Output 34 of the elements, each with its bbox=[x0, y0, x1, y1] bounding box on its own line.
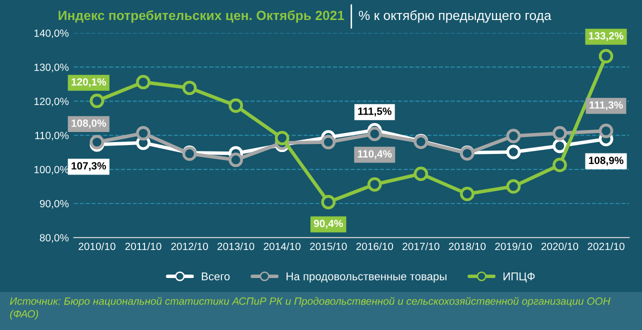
y-tick-label: 140,0% bbox=[34, 30, 69, 38]
data-label: 108,0% bbox=[72, 119, 106, 128]
x-tick-label: 2020/10 bbox=[541, 242, 578, 250]
x-tick-label: 2016/10 bbox=[356, 242, 394, 250]
x-tick-label: 2014/10 bbox=[264, 242, 300, 250]
chart-subtitle: % к октябрю предыдущего года bbox=[358, 10, 552, 23]
data-label: 111,5% bbox=[358, 108, 392, 116]
x-tick-label: 2018/10 bbox=[448, 242, 486, 250]
text: Источник: Бюро национальной статистики АСПиР РК и Продовольственной и сельскохозяйственной организации ООН (ФАО) bbox=[10, 297, 610, 320]
x-tick-label: 2019/10 bbox=[495, 242, 532, 250]
legend-label: ИПЦФ bbox=[504, 272, 535, 282]
y-tick-label: 110,0% bbox=[35, 132, 69, 140]
data-label: 111,3% bbox=[590, 101, 623, 110]
x-tick-label: 2017/10 bbox=[402, 242, 440, 250]
data-label: 108,9% bbox=[589, 156, 624, 166]
legend-label: Всего bbox=[202, 272, 230, 280]
x-tick-label: 2015/10 bbox=[310, 242, 347, 250]
data-label: 133,2% bbox=[589, 32, 624, 42]
chart-title: Индекс потребительских цен. Октябрь 2021 bbox=[58, 10, 344, 23]
data-label: 107,3% bbox=[72, 162, 106, 172]
x-tick-label: 2021/10 bbox=[588, 242, 624, 250]
x-tick-label: 2012/10 bbox=[171, 242, 208, 250]
y-tick-label: 120,0% bbox=[34, 98, 69, 106]
y-tick-label: 80,0% bbox=[40, 234, 69, 243]
data-label: 110,4% bbox=[358, 150, 392, 160]
y-tick-label: 100,0% bbox=[34, 166, 69, 175]
x-tick-label: 2011/10 bbox=[125, 242, 162, 250]
y-tick-label: 90,0% bbox=[40, 200, 69, 209]
x-tick-label: 2013/10 bbox=[218, 242, 254, 250]
y-tick-label: 130,0% bbox=[34, 64, 69, 72]
data-label: 90,4% bbox=[314, 220, 343, 229]
legend-label: На продовольственные товары bbox=[286, 272, 446, 283]
x-tick-label: 2010/10 bbox=[78, 242, 116, 250]
data-label: 120,1% bbox=[72, 78, 106, 88]
